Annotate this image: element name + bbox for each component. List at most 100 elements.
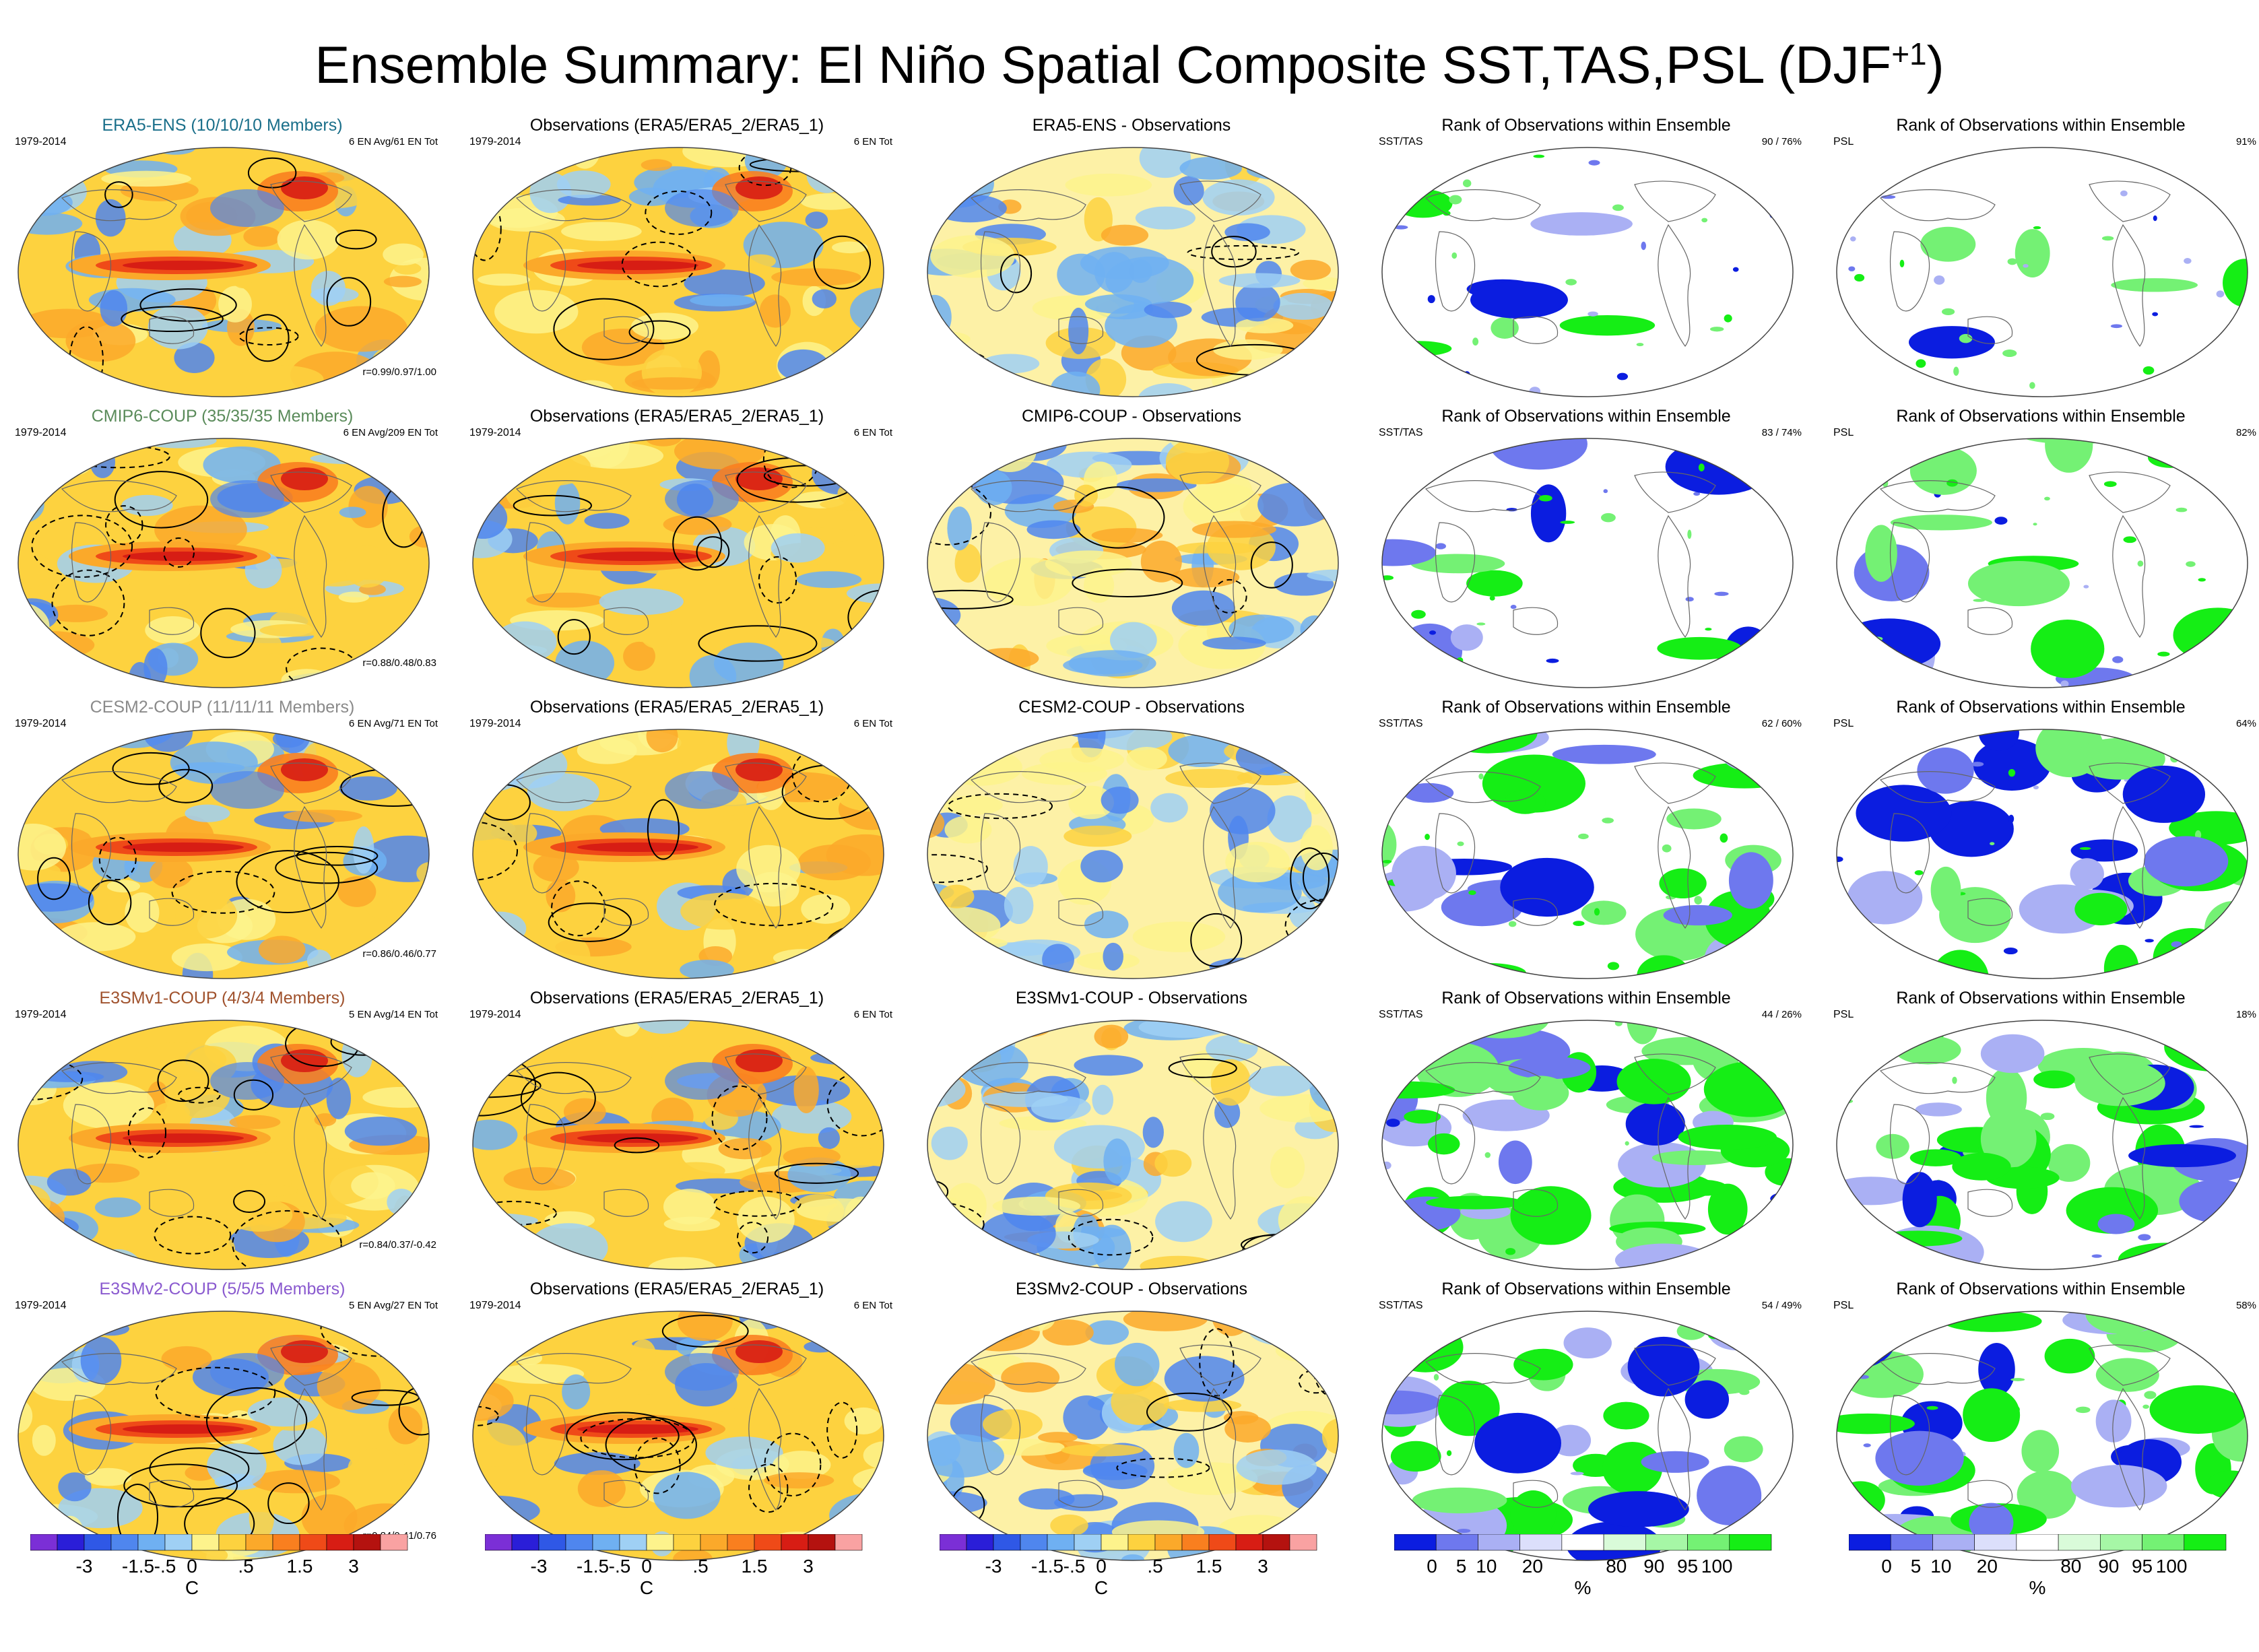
colorbar-swatch — [326, 1533, 354, 1551]
panel-left-label: 1979-2014 — [469, 718, 521, 729]
correlation-label: r=0.84/0.37/-0.42 — [359, 1239, 436, 1251]
colorbar-unit: C — [639, 1577, 654, 1598]
panel-right-label: 6 EN Tot — [853, 1300, 892, 1311]
temperature-map — [927, 1020, 1339, 1270]
rank-map — [1381, 438, 1794, 688]
rank-map — [1381, 1311, 1794, 1561]
model-panel-row-3: CESM2-COUP (11/11/11 Members) 1979-2014 6 … — [7, 698, 438, 987]
panel-title: Rank of Observations within Ensemble — [1896, 989, 2186, 1007]
colorbar-swatch — [245, 1533, 273, 1551]
model-panel-row-2: CMIP6-COUP (35/35/35 Members) 1979-2014 6 … — [7, 407, 438, 696]
colorbar-swatch — [353, 1533, 381, 1551]
colorbar-swatch — [993, 1533, 1021, 1551]
colorbar-tick-label: 90 — [1643, 1556, 1665, 1577]
rank-psl-panel-row-5: Rank of Observations within Ensemble PSL 5… — [1825, 1280, 2256, 1569]
panel-right-label: 64% — [2235, 718, 2256, 729]
panel-left-label: 1979-2014 — [15, 1009, 67, 1020]
panel-right-label: 6 EN Avg/61 EN Tot — [348, 136, 438, 147]
panel-left-label: 1979-2014 — [469, 427, 521, 438]
panel-left-label: PSL — [1833, 1300, 1854, 1311]
panel-right-label: 54 / 49% — [1761, 1300, 1802, 1311]
colorbar-swatch — [1047, 1533, 1075, 1551]
panel-left-label: 1979-2014 — [469, 1300, 521, 1311]
panel-title: Rank of Observations within Ensemble — [1441, 407, 1731, 426]
panel-title: ERA5-ENS (10/10/10 Members) — [102, 116, 343, 135]
panel-title: Observations (ERA5/ERA5_2/ERA5_1) — [529, 1280, 824, 1298]
panel-right-label: 6 EN Tot — [853, 718, 892, 729]
colorbar-unit: C — [185, 1577, 199, 1598]
panel-left-label: 1979-2014 — [15, 427, 67, 438]
temperature-colorbar — [30, 1533, 421, 1556]
diff-panel-row-4: E3SMv1-COUP - Observations — [916, 989, 1347, 1278]
colorbar-unit: C — [1094, 1577, 1109, 1598]
panel-left-label: 1979-2014 — [15, 1300, 67, 1311]
colorbar-swatch — [1729, 1533, 1772, 1551]
colorbar-tick-label: -1.5 — [1030, 1556, 1064, 1577]
rank-psl-panel-row-3: Rank of Observations within Ensemble PSL 6… — [1825, 698, 2256, 987]
panel-left-label: PSL — [1833, 427, 1854, 438]
rank-psl-panel-row-4: Rank of Observations within Ensemble PSL 1… — [1825, 989, 2256, 1278]
correlation-label: r=0.88/0.48/0.83 — [362, 657, 436, 669]
colorbar-tick-label: 1.5 — [1196, 1556, 1222, 1577]
colorbar-swatch — [137, 1533, 166, 1551]
rank-map — [1836, 729, 2248, 979]
rank-sst-panel-row-4: Rank of Observations within Ensemble SST/… — [1371, 989, 1802, 1278]
panel-title: Rank of Observations within Ensemble — [1441, 116, 1731, 135]
colorbar-tick-label: -.5 — [608, 1556, 631, 1577]
colorbar-swatch — [1848, 1533, 1891, 1551]
colorbar-swatch — [299, 1533, 327, 1551]
colorbar-tick-label: 20 — [1521, 1556, 1543, 1577]
colorbar-swatch — [2016, 1533, 2059, 1551]
panel-right-label: 5 EN Avg/14 EN Tot — [348, 1009, 438, 1020]
colorbar-swatch — [380, 1533, 408, 1551]
temperature-colorbar — [484, 1533, 876, 1556]
panel-title: Rank of Observations within Ensemble — [1441, 698, 1731, 717]
panel-right-label: 82% — [2235, 427, 2256, 438]
panel-right-label: 91% — [2235, 136, 2256, 147]
obs-panel-row-2: Observations (ERA5/ERA5_2/ERA5_1) 1979-20… — [461, 407, 892, 696]
temperature-map — [18, 438, 430, 688]
colorbar-tick-label: 100 — [2155, 1556, 2188, 1577]
colorbar-tick-label: 0 — [1096, 1556, 1107, 1577]
colorbar-tick-label: -3 — [985, 1556, 1002, 1577]
colorbar-swatch — [110, 1533, 139, 1551]
panel-title: Observations (ERA5/ERA5_2/ERA5_1) — [529, 989, 824, 1007]
colorbar-tick-label: 1.5 — [286, 1556, 313, 1577]
colorbar-swatch — [2058, 1533, 2101, 1551]
colorbar-swatch — [1932, 1533, 1975, 1551]
panel-title: Observations (ERA5/ERA5_2/ERA5_1) — [529, 407, 824, 426]
colorbar-swatch — [646, 1533, 674, 1551]
colorbar-swatch — [1435, 1533, 1478, 1551]
colorbar-tick-label: 3 — [1257, 1556, 1268, 1577]
diff-panel-row-2: CMIP6-COUP - Observations — [916, 407, 1347, 696]
colorbar-tick-label: 5 — [1910, 1556, 1922, 1577]
colorbar-tick-label: 100 — [1701, 1556, 1733, 1577]
panel-right-label: 6 EN Tot — [853, 136, 892, 147]
colorbar-tick-label: 0 — [1427, 1556, 1437, 1577]
rank-colorbar — [1394, 1533, 1785, 1556]
colorbar-swatch — [511, 1533, 539, 1551]
panel-right-label: 44 / 26% — [1761, 1009, 1802, 1020]
colorbar-swatch — [781, 1533, 809, 1551]
panel-left-label: PSL — [1833, 136, 1854, 147]
rank-map — [1836, 1311, 2248, 1561]
colorbar-swatch — [1519, 1533, 1563, 1551]
panel-left-label: SST/TAS — [1379, 1009, 1423, 1020]
panel-left-label: SST/TAS — [1379, 718, 1423, 729]
colorbar-tick-label: .5 — [238, 1556, 254, 1577]
temperature-map — [18, 1311, 430, 1561]
panel-left-label: PSL — [1833, 1009, 1854, 1020]
panel-title: E3SMv2-COUP - Observations — [1015, 1280, 1248, 1298]
temperature-map — [927, 729, 1339, 979]
colorbar-swatch — [164, 1533, 193, 1551]
colorbar-unit: % — [2029, 1577, 2046, 1598]
colorbar-swatch — [1478, 1533, 1520, 1551]
panel-title: CMIP6-COUP - Observations — [1021, 407, 1241, 426]
colorbar-tick-label: 10 — [1930, 1556, 1952, 1577]
obs-panel-row-4: Observations (ERA5/ERA5_2/ERA5_1) 1979-20… — [461, 989, 892, 1278]
obs-panel-row-5: Observations (ERA5/ERA5_2/ERA5_1) 1979-20… — [461, 1280, 892, 1569]
correlation-label: r=0.99/0.97/1.00 — [362, 366, 436, 378]
colorbar-swatch — [2142, 1533, 2185, 1551]
colorbar-swatch — [1101, 1533, 1129, 1551]
panel-right-label: 6 EN Avg/209 EN Tot — [343, 427, 438, 438]
